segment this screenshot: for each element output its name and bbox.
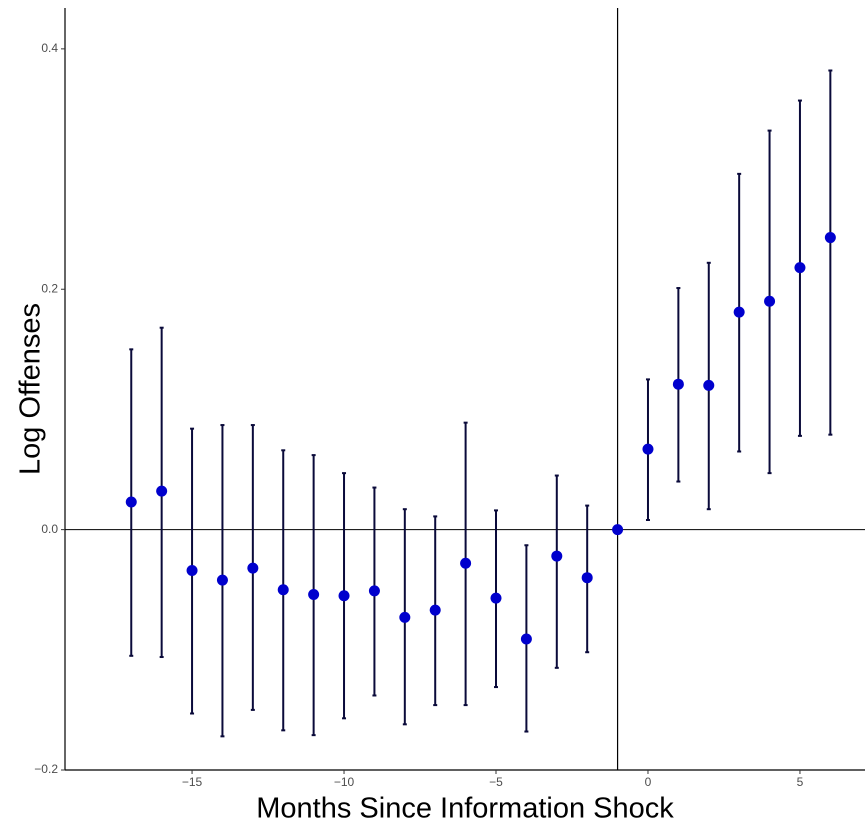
x-tick-label: −15 [182,775,203,789]
point [156,485,168,497]
point [703,379,715,391]
point [125,496,137,508]
x-axis-title: Months Since Information Shock [256,793,674,825]
x-tick-label: −10 [334,775,355,789]
point [672,378,684,390]
point [429,604,441,616]
point [612,524,624,536]
point [277,584,289,596]
point [824,232,836,244]
point [247,562,259,574]
point [520,633,532,645]
x-tick-label: 0 [645,775,652,789]
point [733,306,745,318]
point [794,262,806,274]
point [581,572,593,584]
point [308,589,320,601]
y-tick-label: −0.2 [34,762,58,776]
point [490,592,502,604]
point [399,611,411,623]
point [642,443,654,455]
y-tick-label: 0.2 [41,281,58,295]
y-tick-label: 0.0 [41,522,58,536]
x-tick-label: 5 [797,775,804,789]
y-axis-title: Log Offenses [15,303,47,475]
error-bar [554,474,559,669]
point [551,550,563,562]
point [460,557,472,569]
point [216,574,228,586]
error-bar [828,69,833,436]
point [368,585,380,597]
point [338,590,350,602]
x-tick-label: −5 [489,775,503,789]
point [764,295,776,307]
point [186,564,198,576]
y-tick-label: 0.4 [41,41,58,55]
